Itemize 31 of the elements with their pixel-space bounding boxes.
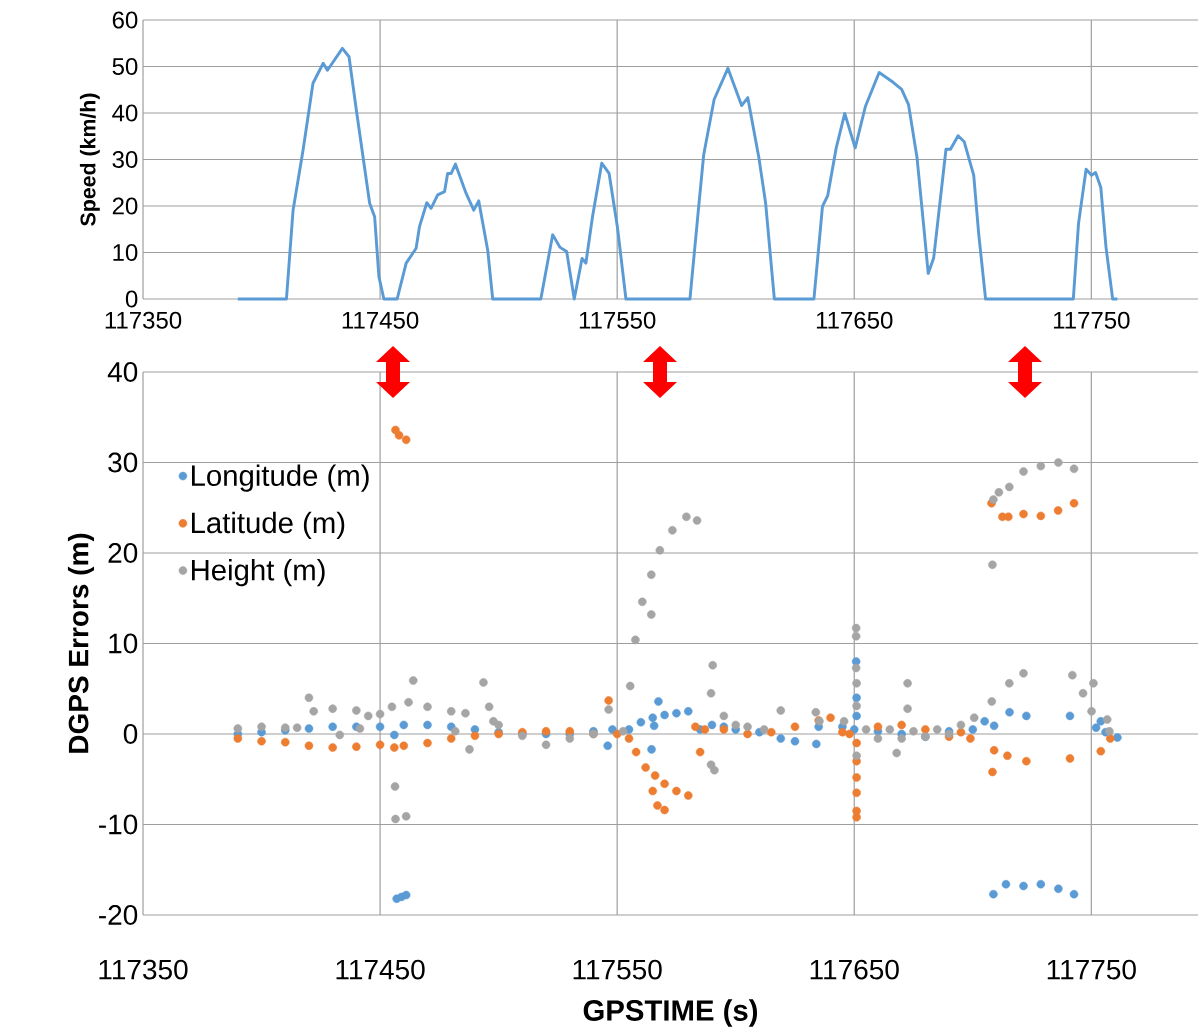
- x-tick-label: 117750: [1047, 959, 1136, 980]
- y-tick-label: 20: [108, 543, 138, 563]
- x-tick-label: 117350: [105, 311, 182, 329]
- y-tick-label: 10: [109, 633, 138, 654]
- line-series: [236, 46, 1119, 301]
- y-tick-label: 30: [108, 452, 138, 473]
- x-tick-label: 117350: [99, 959, 188, 980]
- x-tick-label: 117750: [1053, 311, 1130, 329]
- x-tick-label: 117450: [342, 311, 419, 329]
- x-tick-label: 117450: [336, 959, 425, 980]
- x-axis-title: GPSTIME (s): [583, 999, 758, 1027]
- y-tick-label: 30: [112, 150, 138, 168]
- y-tick-label: 20: [112, 197, 138, 215]
- y-tick-label: 50: [112, 57, 138, 75]
- x-tick-label: 117550: [573, 959, 662, 980]
- x-tick-label: 117650: [810, 959, 899, 980]
- legend-label: Longitude (m): [191, 464, 369, 492]
- legend-label: Latitude (m): [191, 511, 345, 540]
- y-axis-title: DGPS Errors (m): [67, 533, 95, 753]
- y-tick-label: 0: [123, 724, 138, 744]
- y-tick-label: 10: [113, 243, 138, 261]
- x-tick-label: 117550: [579, 311, 656, 329]
- y-axis-title: Speed (km/h): [79, 93, 100, 226]
- y-tick-label: 40: [107, 362, 138, 382]
- y-tick-label: -10: [99, 814, 138, 835]
- y-tick-label: 0: [125, 290, 138, 308]
- y-tick-label: 40: [112, 104, 138, 122]
- y-tick-label: -20: [99, 905, 138, 925]
- y-tick-label: 60: [112, 11, 138, 29]
- legend-label: Height (m): [191, 558, 325, 587]
- x-tick-label: 117650: [816, 311, 893, 329]
